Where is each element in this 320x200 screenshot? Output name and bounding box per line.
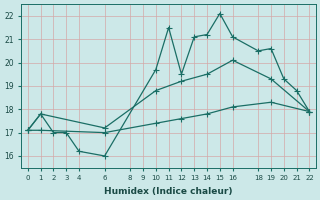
X-axis label: Humidex (Indice chaleur): Humidex (Indice chaleur): [104, 187, 233, 196]
